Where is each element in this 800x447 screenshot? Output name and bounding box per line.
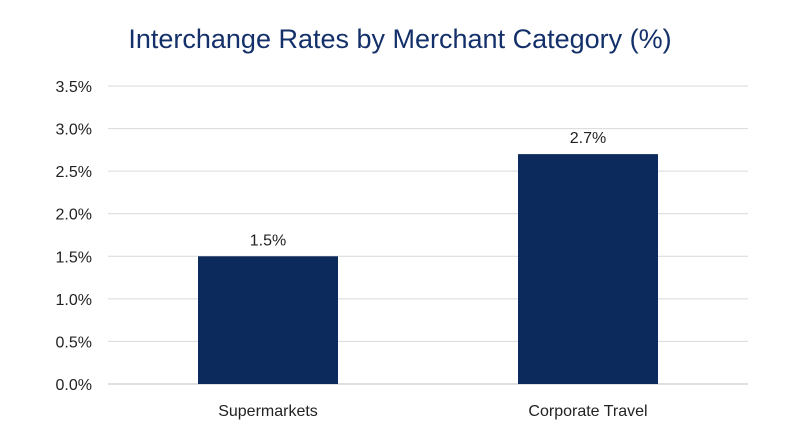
bar <box>198 256 338 384</box>
y-tick-label: 3.0% <box>56 122 92 139</box>
data-labels: 1.5% 2.7% <box>250 130 606 249</box>
y-tick-label: 2.5% <box>56 164 92 181</box>
x-axis-categories: Supermarkets Corporate Travel <box>218 403 647 420</box>
y-tick-label: 0.0% <box>56 377 92 394</box>
y-axis-ticks: 0.0% 0.5% 1.0% 1.5% 2.0% 2.5% 3.0% 3.5% <box>56 79 92 394</box>
bars <box>198 154 658 384</box>
y-tick-label: 3.5% <box>56 79 92 96</box>
data-label: 2.7% <box>570 130 606 147</box>
data-label: 1.5% <box>250 232 286 249</box>
y-tick-label: 1.5% <box>56 249 92 266</box>
y-tick-label: 1.0% <box>56 292 92 309</box>
x-category-label: Corporate Travel <box>528 403 647 420</box>
chart-title: Interchange Rates by Merchant Category (… <box>128 24 671 54</box>
x-category-label: Supermarkets <box>218 403 318 420</box>
y-tick-label: 2.0% <box>56 207 92 224</box>
y-tick-label: 0.5% <box>56 334 92 351</box>
bar <box>518 154 658 384</box>
